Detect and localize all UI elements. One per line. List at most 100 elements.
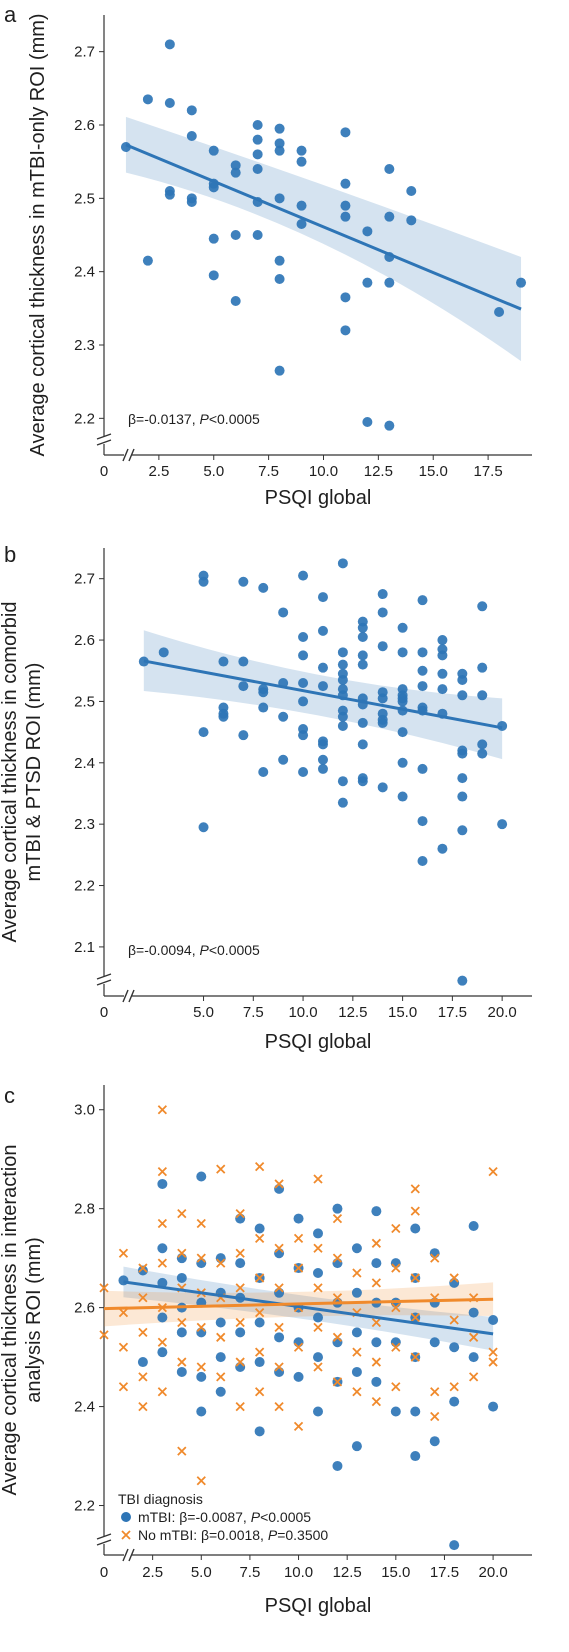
panel-c-point-x bbox=[177, 1248, 187, 1258]
panel-a-x-tick-label: 15.0 bbox=[419, 463, 448, 480]
panel-b-x-tick-label: 17.5 bbox=[438, 1004, 467, 1021]
panel-a-x-tick-label: 17.5 bbox=[474, 463, 503, 480]
panel-b-point bbox=[337, 558, 348, 569]
panel-c-point-x bbox=[391, 1382, 401, 1392]
panel-c-point-x bbox=[332, 1377, 343, 1387]
panel-b-point bbox=[337, 797, 348, 808]
panel-a-point bbox=[362, 417, 373, 427]
panel-c-point-x bbox=[410, 1184, 420, 1194]
panel-c-point-x bbox=[274, 1179, 284, 1189]
panel-c-point bbox=[215, 1386, 226, 1397]
panel-c-point-x bbox=[293, 1421, 304, 1432]
panel-c-point-x bbox=[216, 1372, 226, 1382]
panel-a-point bbox=[252, 120, 263, 130]
panel-c-point bbox=[235, 1213, 246, 1224]
panel-c-point-x bbox=[118, 1342, 129, 1352]
panel-c-point-x bbox=[488, 1166, 498, 1177]
panel-b-x-break-gap bbox=[124, 990, 132, 1002]
panel-c-point-x bbox=[177, 1446, 187, 1456]
panel-a-point bbox=[186, 105, 197, 116]
panel-a-point bbox=[208, 233, 219, 244]
panel-b-point bbox=[377, 641, 388, 652]
panel-c-point-x bbox=[468, 1332, 479, 1342]
panel-a-point bbox=[164, 39, 175, 50]
panel-b-point bbox=[298, 570, 309, 581]
panel-b-point bbox=[397, 791, 408, 802]
panel-c-point bbox=[488, 1315, 499, 1325]
panel-c-point bbox=[235, 1327, 246, 1338]
panel-c-point-x bbox=[488, 1347, 498, 1357]
panel-a-point bbox=[406, 186, 417, 196]
panel-b-point bbox=[238, 656, 249, 667]
panel-b-x-tick-label: 10.0 bbox=[288, 1004, 317, 1021]
panel-b-point bbox=[337, 659, 348, 670]
panel-c-x-tick-label: 15.0 bbox=[381, 1564, 410, 1581]
panel-c-point-x bbox=[274, 1362, 284, 1372]
panel-c-point-x bbox=[216, 1332, 226, 1342]
panel-c-y-tick-label: 3.0 bbox=[74, 1102, 95, 1119]
panel-c-point-x bbox=[157, 1337, 168, 1347]
panel-c-point bbox=[351, 1327, 362, 1338]
panel-c-point bbox=[390, 1406, 401, 1417]
panel-c-point-x bbox=[254, 1387, 265, 1397]
panel-c-point bbox=[215, 1253, 226, 1264]
panel-c-point bbox=[215, 1317, 226, 1328]
panel-a-point bbox=[252, 164, 263, 174]
panel-c-point-x bbox=[293, 1233, 304, 1244]
panel-a-point bbox=[142, 94, 153, 105]
panel-a-point bbox=[340, 178, 351, 189]
panel-c-legend-entry-p-value: =0.3500 bbox=[277, 1527, 328, 1543]
panel-b-point bbox=[158, 647, 169, 658]
panel-a-y-tick-label: 2.6 bbox=[74, 117, 95, 134]
panel-c-point bbox=[410, 1406, 421, 1417]
panel-a-point bbox=[384, 211, 395, 222]
panel-c-point bbox=[118, 1275, 129, 1286]
panel-a-x-tick-label: 0 bbox=[100, 463, 108, 480]
panel-c-point-x bbox=[488, 1357, 498, 1367]
panel-a-point bbox=[274, 274, 285, 284]
panel-c-legend-entry: No mTBI: β=0.0018, P=0.3500 bbox=[138, 1527, 328, 1543]
panel-c-point bbox=[449, 1342, 460, 1353]
panel-c-point bbox=[176, 1366, 187, 1377]
panel-a-x-tick-label: 12.5 bbox=[364, 463, 393, 480]
panel-a-x-tick-label: 10.0 bbox=[309, 463, 338, 480]
panel-c-point bbox=[157, 1243, 168, 1254]
panel-a-x-axis-title: PSQI global bbox=[265, 487, 372, 509]
panel-a-point bbox=[340, 211, 351, 222]
panel-c-point-x bbox=[99, 1330, 109, 1340]
panel-b-point bbox=[477, 739, 488, 750]
panel-c-regression-line bbox=[103, 1297, 494, 1311]
panel-c-point-x bbox=[410, 1206, 420, 1216]
panel-b-x-tick-label: 5.0 bbox=[193, 1004, 214, 1021]
panel-c-point bbox=[371, 1376, 382, 1387]
panel-b-point bbox=[298, 730, 309, 741]
panel-b-point bbox=[337, 711, 348, 722]
panel-b-point bbox=[258, 702, 269, 713]
panel-c-point bbox=[254, 1357, 265, 1368]
panel-c-point bbox=[429, 1436, 440, 1447]
panel-b-y-tick-label: 2.2 bbox=[74, 878, 95, 895]
panel-b-y-tick-label: 2.5 bbox=[74, 693, 95, 710]
panel-a-point bbox=[340, 292, 351, 303]
panel-a-point bbox=[384, 277, 395, 288]
panel-a-point bbox=[274, 193, 285, 204]
panel-c-point bbox=[196, 1258, 207, 1269]
panel-b-point bbox=[258, 687, 269, 698]
panel-a-regression-line bbox=[125, 143, 522, 311]
panel-b-point bbox=[298, 767, 309, 777]
panel-c-point bbox=[293, 1371, 304, 1382]
panel-a-point bbox=[186, 131, 197, 141]
panel-b-point bbox=[417, 647, 428, 658]
panel-c-point-x bbox=[138, 1372, 148, 1382]
panel-b-point bbox=[437, 843, 448, 854]
panel-b-point bbox=[397, 622, 408, 633]
panel-a-point bbox=[494, 307, 505, 317]
panel-b-stat-beta: β=-0.0094, bbox=[128, 942, 200, 958]
panel-b-y-axis-title-line: mTBI & PTSD ROI (mm) bbox=[23, 663, 45, 882]
panel-b-point bbox=[457, 975, 468, 986]
panel-a-point bbox=[296, 156, 307, 167]
panel-a-y-tick-label: 2.3 bbox=[74, 337, 95, 354]
panel-c-point-x bbox=[138, 1401, 148, 1412]
panel-c-point-x bbox=[196, 1322, 206, 1333]
